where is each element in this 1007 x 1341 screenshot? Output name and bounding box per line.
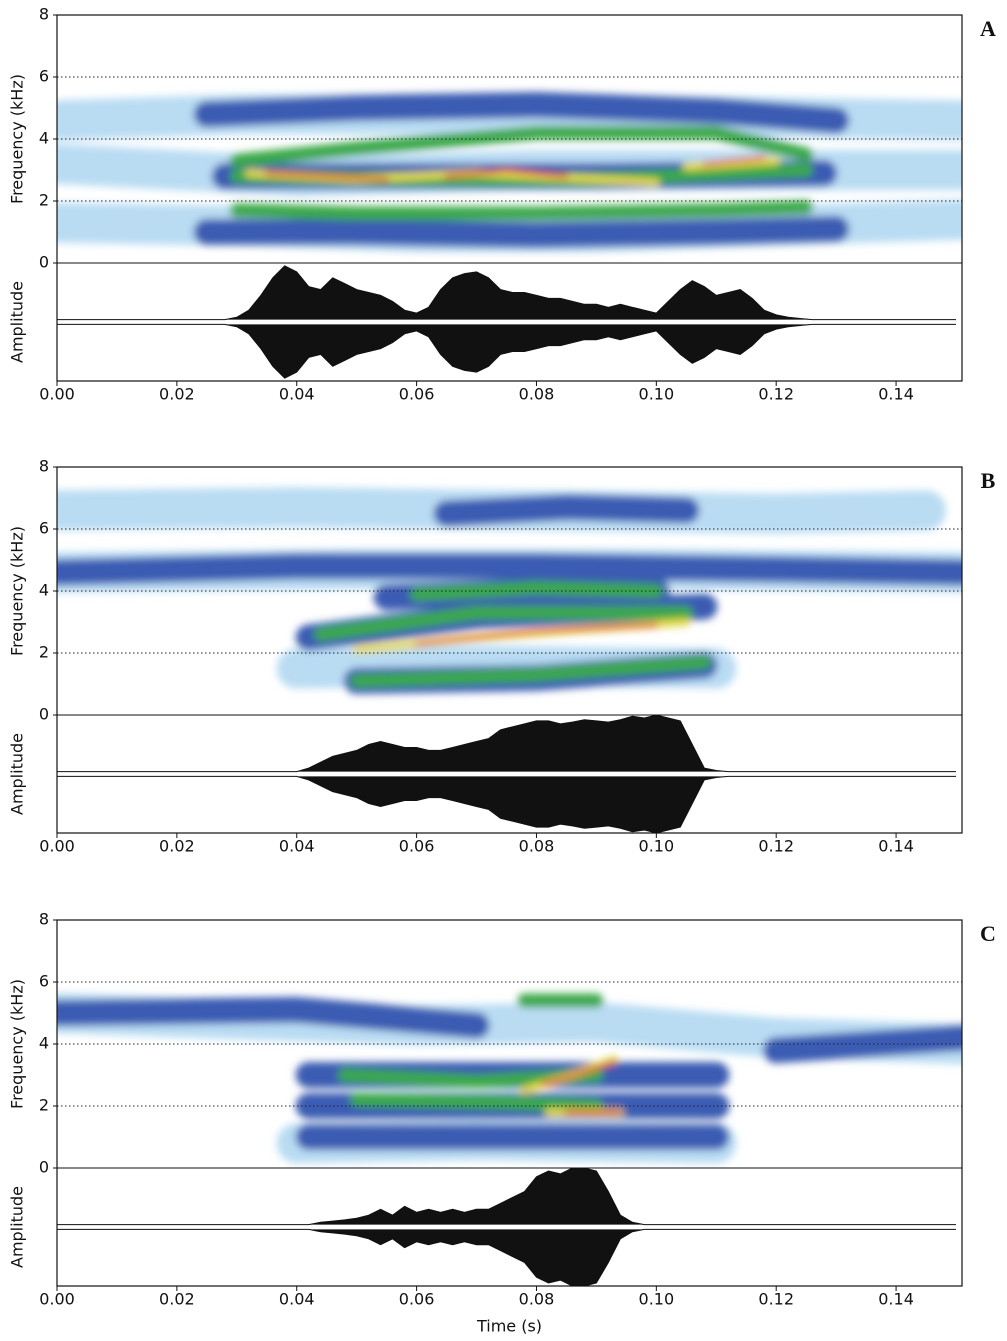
- y-axis-label: Frequency (kHz): [8, 979, 27, 1109]
- x-tick-label: 0.06: [399, 837, 435, 856]
- plot-frame: [56, 466, 963, 834]
- y-axis-label: Frequency (kHz): [8, 74, 27, 204]
- x-tick-label: 0.04: [279, 1290, 315, 1309]
- x-tick-label: 0.14: [878, 1290, 914, 1309]
- panel: 0 2 4 6 8 0.00 0.02 0.04 0.06 0.08 0.10 0.12 0.14 Fre…: [8, 457, 996, 856]
- x-tick-label: 0.02: [159, 1290, 195, 1309]
- y-tick-label: 4: [39, 129, 49, 148]
- panel-label: B: [981, 468, 996, 493]
- energy-band: [540, 1060, 617, 1087]
- waveform-upper: [57, 265, 956, 321]
- x-tick-label: 0.14: [878, 385, 914, 404]
- energy-band: [229, 125, 814, 168]
- panel: 0 2 4 6 8 0.00 0.02 0.04 0.06 0.08 0.10 0.12 0.14 Fre…: [8, 910, 996, 1336]
- y-tick-label: 0: [39, 253, 49, 272]
- x-tick-label: 0.10: [639, 385, 675, 404]
- y-tick-label: 8: [39, 910, 49, 929]
- x-tick-label: 0.04: [279, 837, 315, 856]
- waveform-upper: [57, 1167, 956, 1226]
- x-tick-label: 0.00: [39, 837, 75, 856]
- energy-band: [349, 1092, 604, 1113]
- waveform-lower: [57, 323, 956, 379]
- energy-band: [349, 655, 712, 688]
- y-tick-label: 0: [39, 1158, 49, 1177]
- energy-band: [313, 605, 694, 642]
- y-tick-label: 8: [39, 457, 49, 476]
- x-tick-label: 0.08: [519, 837, 555, 856]
- y-tick-label: 4: [39, 1034, 49, 1053]
- plot-frame: [56, 919, 963, 1287]
- x-tick-label: 0.12: [758, 1290, 794, 1309]
- energy-band: [444, 168, 569, 179]
- energy-band: [682, 156, 781, 171]
- plot-frame: [56, 14, 963, 382]
- x-tick-label: 0.06: [399, 385, 435, 404]
- x-tick-label: 0.00: [39, 385, 75, 404]
- energy-band: [264, 171, 389, 182]
- y-tick-label: 6: [39, 67, 49, 86]
- y-tick-label: 0: [39, 705, 49, 724]
- x-tick-label: 0.02: [159, 385, 195, 404]
- energy-band: [57, 996, 490, 1039]
- energy-band: [193, 91, 850, 134]
- y-tick-label: 8: [39, 5, 49, 24]
- waveform-lower: [57, 775, 956, 834]
- spectrogram: [57, 91, 962, 252]
- x-tick-label: 0.00: [39, 1290, 75, 1309]
- panel-label: A: [980, 16, 996, 41]
- y-tick-label: 4: [39, 581, 49, 600]
- energy-band: [57, 553, 962, 586]
- spectrogram: [57, 993, 962, 1164]
- panel-label: C: [980, 921, 996, 946]
- x-tick-label: 0.14: [878, 837, 914, 856]
- x-tick-label: 0.04: [279, 385, 315, 404]
- amplitude-label: Amplitude: [8, 281, 27, 363]
- waveform-upper: [57, 714, 956, 773]
- x-axis-label: Time (s): [476, 1317, 542, 1336]
- x-tick-label: 0.06: [399, 1290, 435, 1309]
- y-tick-label: 2: [39, 643, 49, 662]
- energy-band: [409, 580, 664, 602]
- x-tick-label: 0.10: [639, 1290, 675, 1309]
- x-tick-label: 0.08: [519, 385, 555, 404]
- y-tick-label: 6: [39, 519, 49, 538]
- panel: 0 2 4 6 8 0.00 0.02 0.04 0.06 0.08 0.10 0.12 0.14 Fre…: [8, 5, 997, 404]
- energy-band: [193, 215, 850, 249]
- energy-band: [414, 623, 659, 646]
- y-axis-label: Frequency (kHz): [8, 526, 27, 656]
- x-tick-label: 0.10: [639, 837, 675, 856]
- x-tick-label: 0.08: [519, 1290, 555, 1309]
- waveform-lower: [57, 1228, 956, 1287]
- amplitude-label: Amplitude: [8, 733, 27, 815]
- x-tick-label: 0.12: [758, 385, 794, 404]
- energy-band: [702, 155, 767, 166]
- y-tick-label: 2: [39, 1096, 49, 1115]
- energy-band: [229, 200, 814, 221]
- y-tick-label: 2: [39, 191, 49, 210]
- energy-band: [433, 494, 700, 527]
- x-tick-label: 0.12: [758, 837, 794, 856]
- spectrogram: [57, 487, 962, 694]
- x-tick-label: 0.02: [159, 837, 195, 856]
- amplitude-label: Amplitude: [8, 1186, 27, 1268]
- y-tick-label: 6: [39, 972, 49, 991]
